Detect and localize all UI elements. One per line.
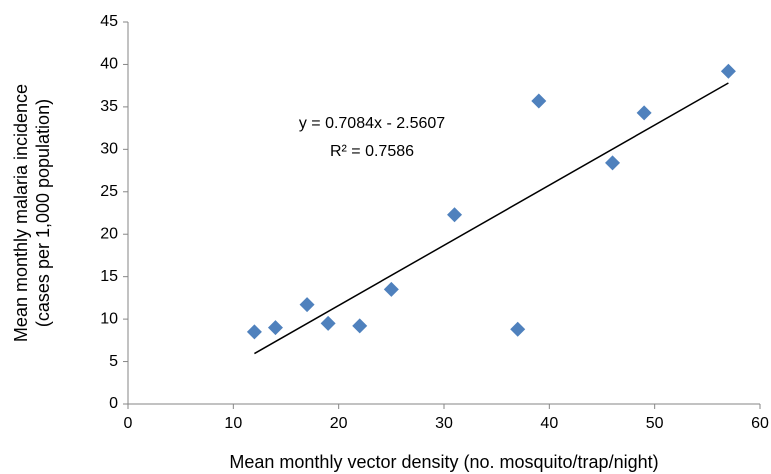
point [531,93,547,109]
point [320,315,336,331]
point [605,155,621,171]
point [510,321,526,337]
point [246,324,262,340]
trendline-r-squared: R² = 0.7586 [330,143,414,160]
y-tick-label: 35 [100,98,118,115]
point [447,207,463,223]
x-tick-label: 60 [751,415,769,432]
x-tick-label: 10 [224,415,242,432]
y-tick-label: 30 [100,141,118,158]
y-tick-label: 0 [109,395,118,412]
trendline [254,82,729,355]
point [383,281,399,297]
point [299,297,315,313]
x-axis-label: Mean monthly vector density (no. mosquit… [229,452,658,472]
point [352,318,368,334]
point [720,63,736,79]
y-axis-label: Mean monthly malaria incidence [11,84,31,342]
x-tick-label: 20 [330,415,348,432]
y-tick-label: 25 [100,183,118,200]
x-tick-label: 40 [540,415,558,432]
y-tick-label: 5 [109,353,118,370]
y-tick-label: 20 [100,225,118,242]
x-tick-label: 50 [646,415,664,432]
y-axis-label: (cases per 1,000 population) [33,99,53,327]
y-tick-label: 45 [100,13,118,30]
trendline-equation: y = 0.7084x - 2.5607 [299,115,445,132]
y-tick-label: 40 [100,56,118,73]
x-tick-label: 0 [124,415,133,432]
x-tick-label: 30 [435,415,453,432]
point [636,105,652,121]
point [267,320,283,336]
y-tick-label: 10 [100,310,118,327]
y-tick-label: 15 [100,268,118,285]
